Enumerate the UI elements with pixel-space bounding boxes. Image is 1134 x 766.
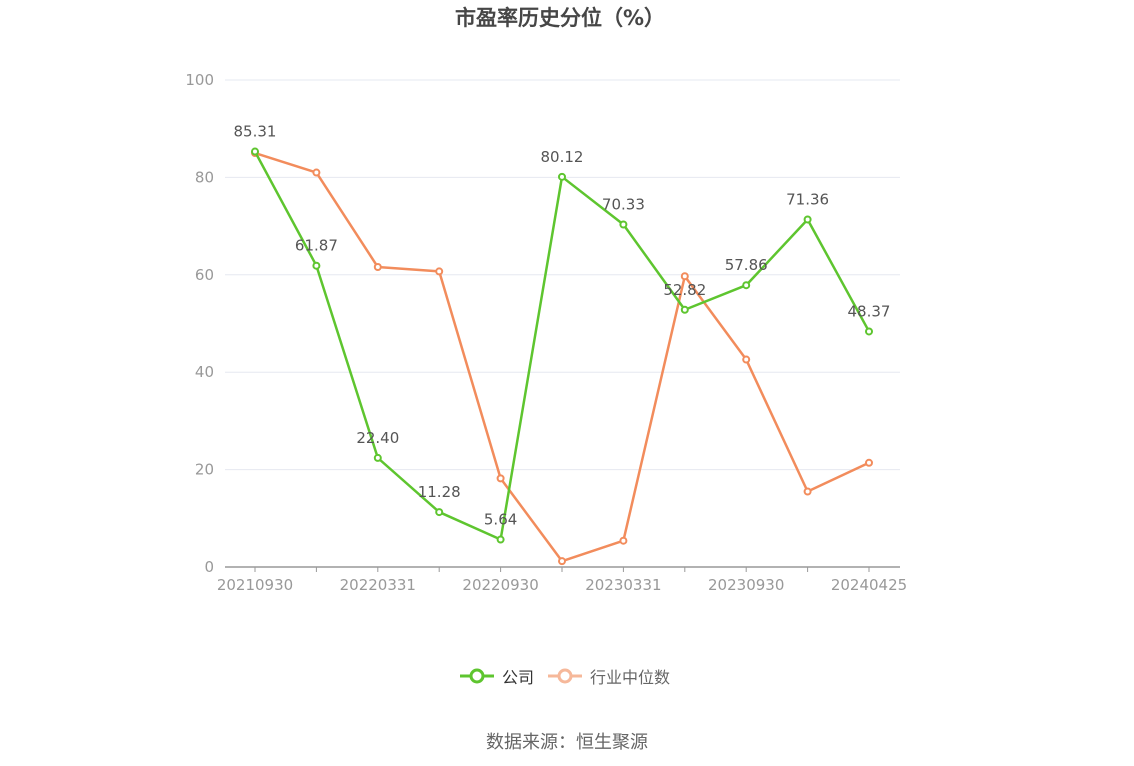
y-tick-label: 0	[204, 558, 214, 576]
data-labels: 85.31 61.87 22.40 11.28 5.64 80.12 70.33 52.82 5…	[234, 123, 891, 529]
data-point-industry-median	[803, 487, 812, 496]
data-label: 11.28	[418, 483, 461, 501]
data-point-industry-median	[680, 272, 689, 281]
data-label: 52.82	[663, 281, 706, 299]
data-label: 61.87	[295, 237, 338, 255]
legend: 公司 行业中位数	[460, 664, 670, 688]
data-source: 数据来源：恒生聚源	[486, 732, 648, 753]
data-point-industry-median	[373, 263, 382, 272]
data-point-industry-median	[742, 355, 751, 364]
axes: 0 20 40 60 80 100 20210930 20220331 20220930 2023…	[185, 71, 907, 594]
data-point-company	[558, 172, 566, 181]
x-tick-label: 20230331	[585, 576, 661, 594]
data-label: 71.36	[786, 190, 829, 208]
data-point-industry-median	[619, 536, 628, 545]
y-tick-label: 100	[185, 71, 214, 89]
data-point-company	[312, 261, 321, 270]
data-label: 22.40	[356, 429, 399, 447]
data-point-company	[435, 508, 444, 517]
data-point-company	[680, 305, 689, 314]
data-point-industry-median	[496, 474, 505, 483]
y-tick-label: 80	[195, 168, 214, 186]
data-point-company	[373, 453, 382, 462]
y-tick-label: 20	[195, 461, 214, 479]
x-tick-label: 20230930	[708, 576, 784, 594]
legend-item-company[interactable]: 公司	[460, 664, 534, 688]
data-label: 80.12	[541, 148, 584, 166]
legend-item-industry-median[interactable]: 行业中位数	[548, 664, 670, 688]
data-label: 57.86	[725, 256, 768, 274]
data-point-company	[803, 215, 812, 224]
y-tick-label: 60	[195, 266, 214, 284]
legend-label-industry-median: 行业中位数	[590, 668, 671, 687]
data-point-company	[251, 147, 259, 156]
series-line-company	[253, 150, 871, 541]
grid-lines	[225, 79, 900, 471]
x-tick-label: 20210930	[217, 576, 293, 594]
data-point-industry-median	[435, 267, 444, 276]
data-point-company	[865, 327, 873, 336]
data-point-industry-median	[312, 168, 321, 177]
series-line-industry-median	[254, 151, 870, 563]
data-point-industry-median	[865, 458, 873, 467]
y-tick-label: 40	[195, 363, 214, 381]
x-tick-label: 20240425	[831, 576, 907, 594]
data-label: 70.33	[602, 195, 645, 213]
x-tick-label: 20220930	[462, 576, 538, 594]
data-point-company	[619, 220, 628, 229]
legend-line-circle-icon	[548, 668, 583, 684]
x-tick-label: 20220331	[340, 576, 416, 594]
data-label: 5.64	[484, 511, 517, 529]
legend-label-company: 公司	[502, 668, 535, 687]
data-label: 85.31	[234, 123, 277, 141]
data-point-company	[742, 281, 751, 290]
data-point-industry-median	[558, 557, 566, 566]
data-label: 48.37	[848, 302, 891, 320]
data-point-company	[496, 535, 505, 544]
series	[251, 147, 873, 566]
chart-title: 市盈率历史分位（%）	[454, 6, 666, 30]
legend-line-circle-icon	[460, 668, 494, 684]
